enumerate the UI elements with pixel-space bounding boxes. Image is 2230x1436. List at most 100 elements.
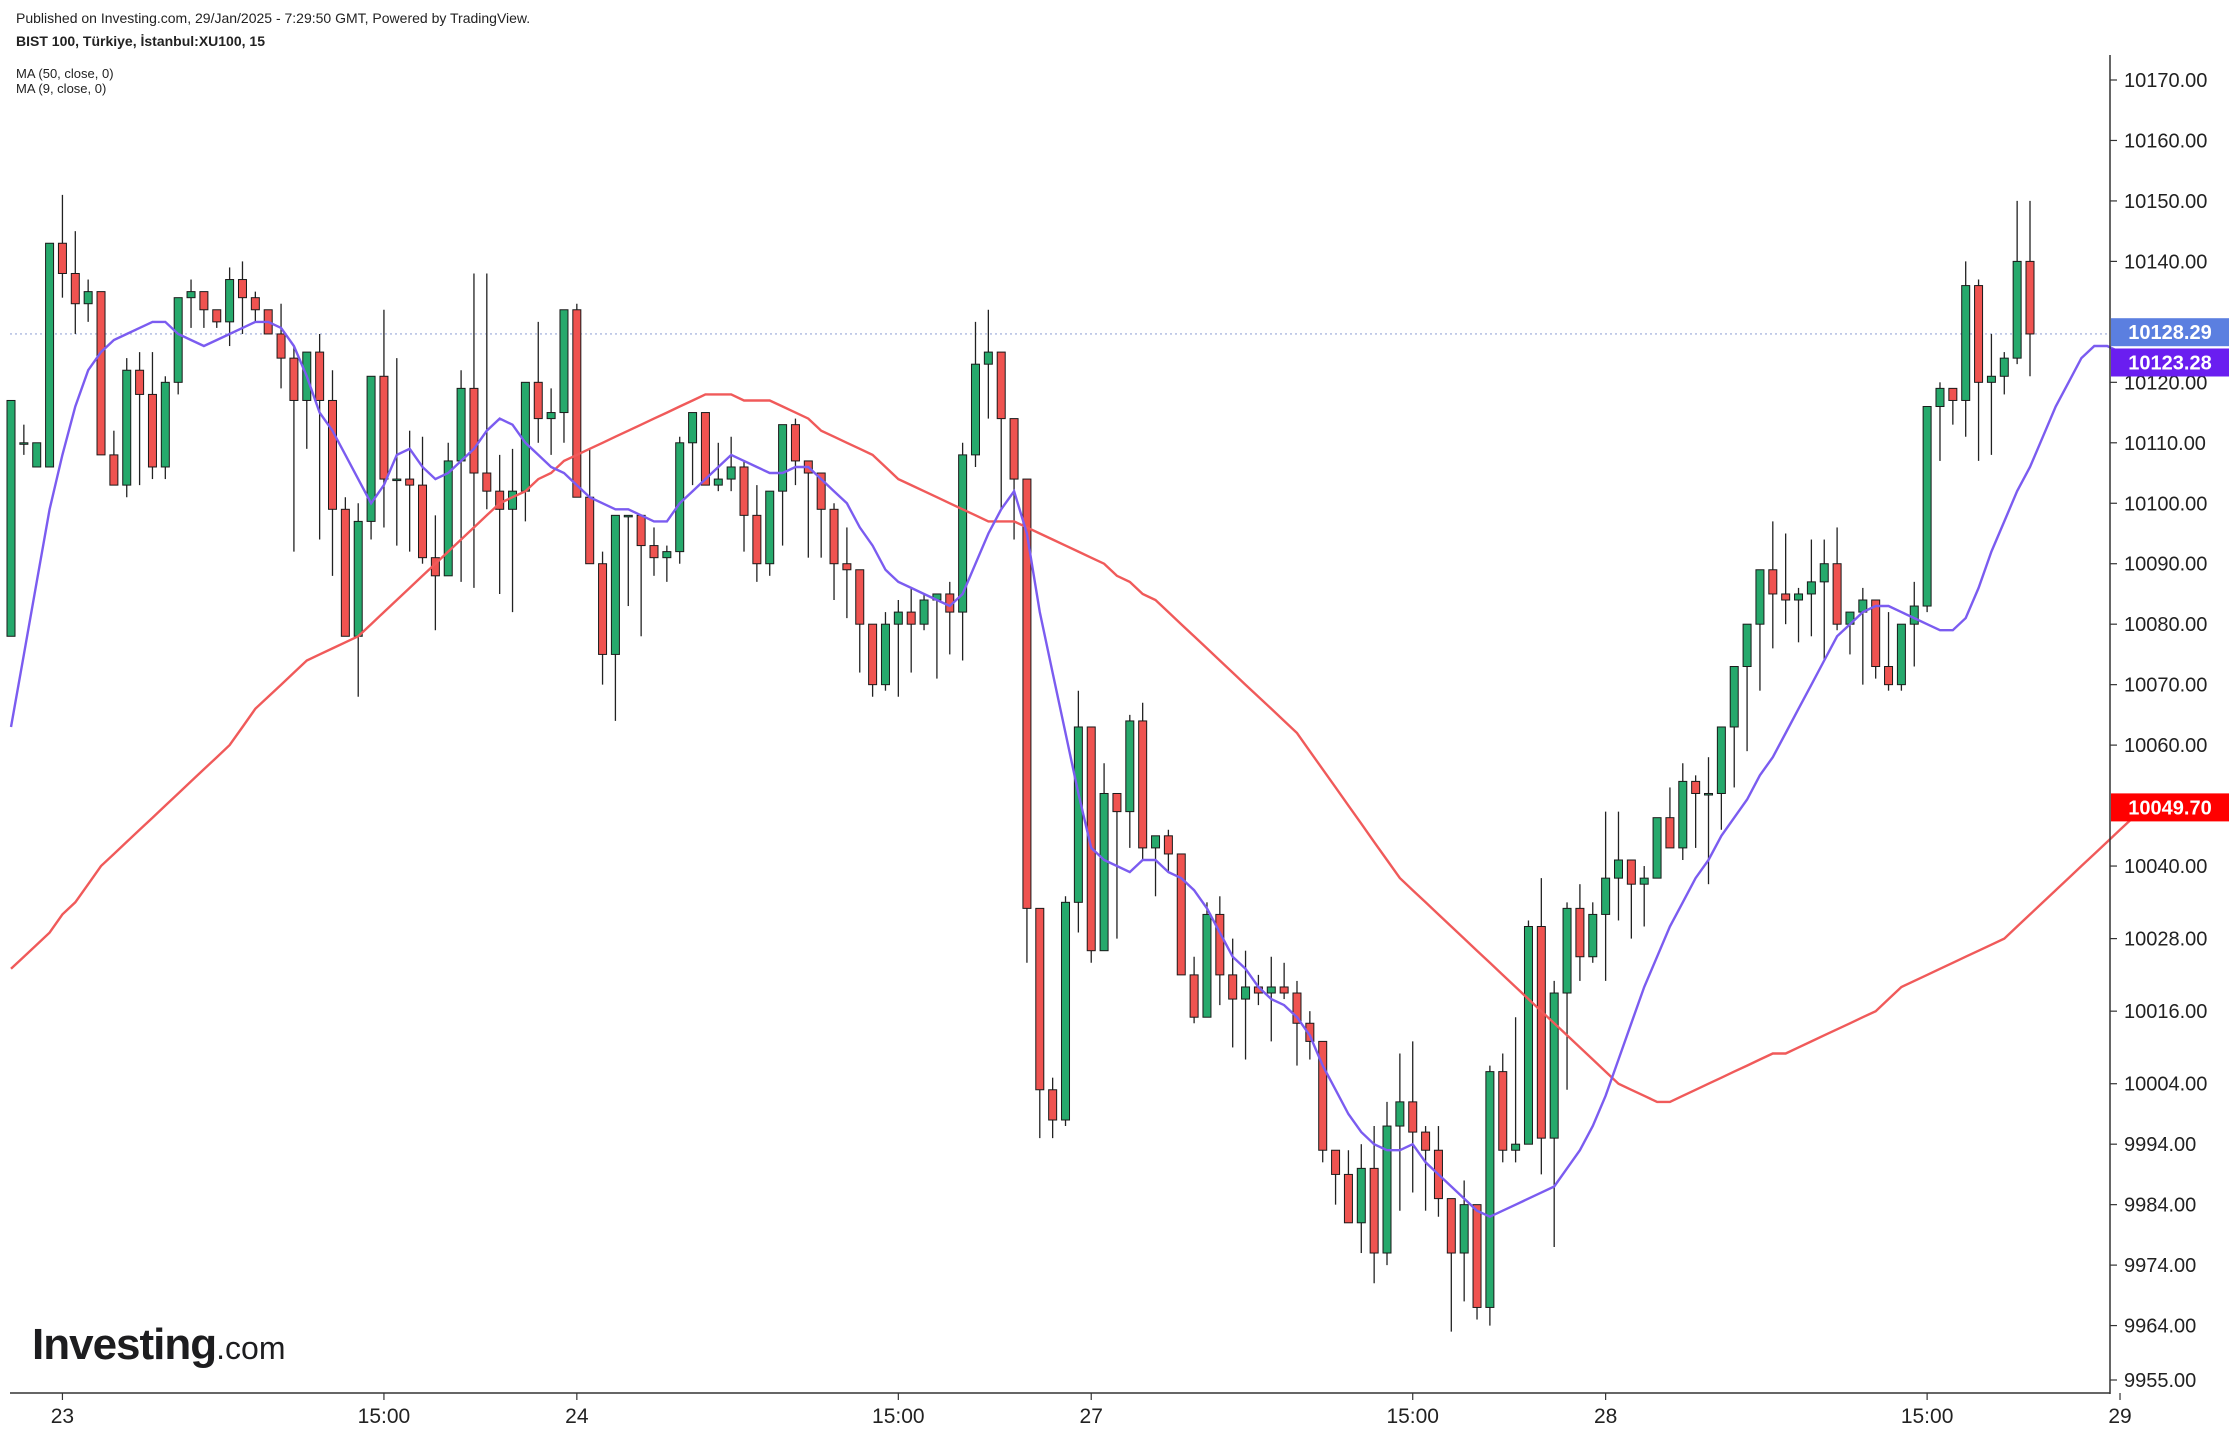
candle[interactable] <box>1691 775 1701 848</box>
candle[interactable] <box>469 273 479 588</box>
candle[interactable] <box>765 490 775 576</box>
candle[interactable] <box>919 593 929 631</box>
candle[interactable] <box>649 527 659 576</box>
candle[interactable] <box>1073 690 1083 933</box>
candle[interactable] <box>842 527 852 619</box>
candle[interactable] <box>790 418 800 486</box>
candle[interactable] <box>1009 418 1019 540</box>
candle[interactable] <box>1794 587 1804 643</box>
candle[interactable] <box>57 194 67 298</box>
candle[interactable] <box>70 231 80 334</box>
candle[interactable] <box>1035 907 1045 1139</box>
candle[interactable] <box>19 424 29 455</box>
candle[interactable] <box>688 412 698 486</box>
candle[interactable] <box>726 436 736 492</box>
candle[interactable] <box>1331 1149 1341 1205</box>
candle[interactable] <box>1999 352 2009 395</box>
candle[interactable] <box>1151 835 1161 897</box>
candle[interactable] <box>1755 569 1765 691</box>
candle[interactable] <box>1832 527 1842 631</box>
candle[interactable] <box>96 291 106 456</box>
candle[interactable] <box>1523 920 1533 1145</box>
candle[interactable] <box>829 503 839 600</box>
candle[interactable] <box>508 448 518 613</box>
candle[interactable] <box>623 514 633 607</box>
candle[interactable] <box>237 261 247 334</box>
candle[interactable] <box>983 309 993 419</box>
price-axis[interactable]: 10170.00 10160.00 10150.00 10140.00 10120.00… <box>2109 55 2207 1394</box>
candle[interactable] <box>1986 333 1996 455</box>
candle[interactable] <box>739 460 749 552</box>
candle[interactable] <box>932 593 942 679</box>
candle[interactable] <box>1845 611 1855 655</box>
candle[interactable] <box>1858 587 1868 685</box>
candle[interactable] <box>456 370 466 582</box>
candle[interactable] <box>1729 666 1739 788</box>
candle[interactable] <box>418 436 428 564</box>
candle[interactable] <box>495 454 505 594</box>
candle[interactable] <box>752 485 762 582</box>
candle[interactable] <box>585 448 595 565</box>
candle[interactable] <box>1099 763 1109 952</box>
candle[interactable] <box>276 303 286 389</box>
candle[interactable] <box>340 497 350 637</box>
candle[interactable] <box>1202 902 1212 1018</box>
candle[interactable] <box>1704 757 1714 885</box>
candle[interactable] <box>315 333 325 540</box>
candle[interactable] <box>1125 714 1135 848</box>
candle[interactable] <box>945 581 955 655</box>
candle[interactable] <box>803 460 813 558</box>
candle[interactable] <box>1176 853 1186 976</box>
candle[interactable] <box>1189 956 1199 1024</box>
candle[interactable] <box>366 375 376 540</box>
candle[interactable] <box>1909 581 1919 667</box>
candle[interactable] <box>1138 702 1148 860</box>
candle[interactable] <box>1613 811 1623 921</box>
candle[interactable] <box>1163 829 1173 873</box>
candle[interactable] <box>893 600 903 697</box>
candle[interactable] <box>1652 817 1662 879</box>
candle[interactable] <box>906 587 916 673</box>
candle[interactable] <box>1575 884 1585 981</box>
candle[interactable] <box>1511 1017 1521 1163</box>
candle[interactable] <box>302 351 312 449</box>
candle[interactable] <box>1215 896 1225 1006</box>
candle[interactable] <box>1768 521 1778 649</box>
candle[interactable] <box>572 303 582 498</box>
candle[interactable] <box>546 388 556 455</box>
candle[interactable] <box>559 309 569 443</box>
candle[interactable] <box>1318 1040 1328 1163</box>
candle[interactable] <box>1382 1101 1392 1266</box>
candle[interactable] <box>1806 539 1816 637</box>
candle[interactable] <box>1421 1126 1431 1211</box>
candle[interactable] <box>1485 1065 1495 1326</box>
candle[interactable] <box>598 551 608 685</box>
candle[interactable] <box>855 569 865 673</box>
candle[interactable] <box>109 430 119 486</box>
candle[interactable] <box>1626 859 1636 939</box>
candle[interactable] <box>1536 878 1546 1175</box>
candle[interactable] <box>199 291 209 328</box>
candle[interactable] <box>2012 200 2022 365</box>
candle[interactable] <box>880 612 890 691</box>
candle[interactable] <box>675 436 685 564</box>
time-axis[interactable]: 23 15:00 24 15:00 27 15:00 28 15:00 29 <box>10 1392 2132 1428</box>
candle[interactable] <box>1935 382 1945 461</box>
candle[interactable] <box>1871 599 1881 679</box>
candle[interactable] <box>45 242 55 468</box>
candle[interactable] <box>1896 623 1906 691</box>
candle[interactable] <box>1061 896 1071 1127</box>
candle[interactable] <box>1369 1126 1379 1284</box>
candle[interactable] <box>32 442 42 468</box>
candle[interactable] <box>816 472 826 558</box>
candle[interactable] <box>1292 980 1302 1066</box>
candle[interactable] <box>996 351 1006 510</box>
candle[interactable] <box>1781 533 1791 625</box>
candle[interactable] <box>289 346 299 552</box>
candle[interactable] <box>353 503 363 697</box>
candle[interactable] <box>327 370 337 576</box>
candle[interactable] <box>135 352 145 486</box>
candle[interactable] <box>186 279 196 328</box>
candle[interactable] <box>6 399 16 637</box>
